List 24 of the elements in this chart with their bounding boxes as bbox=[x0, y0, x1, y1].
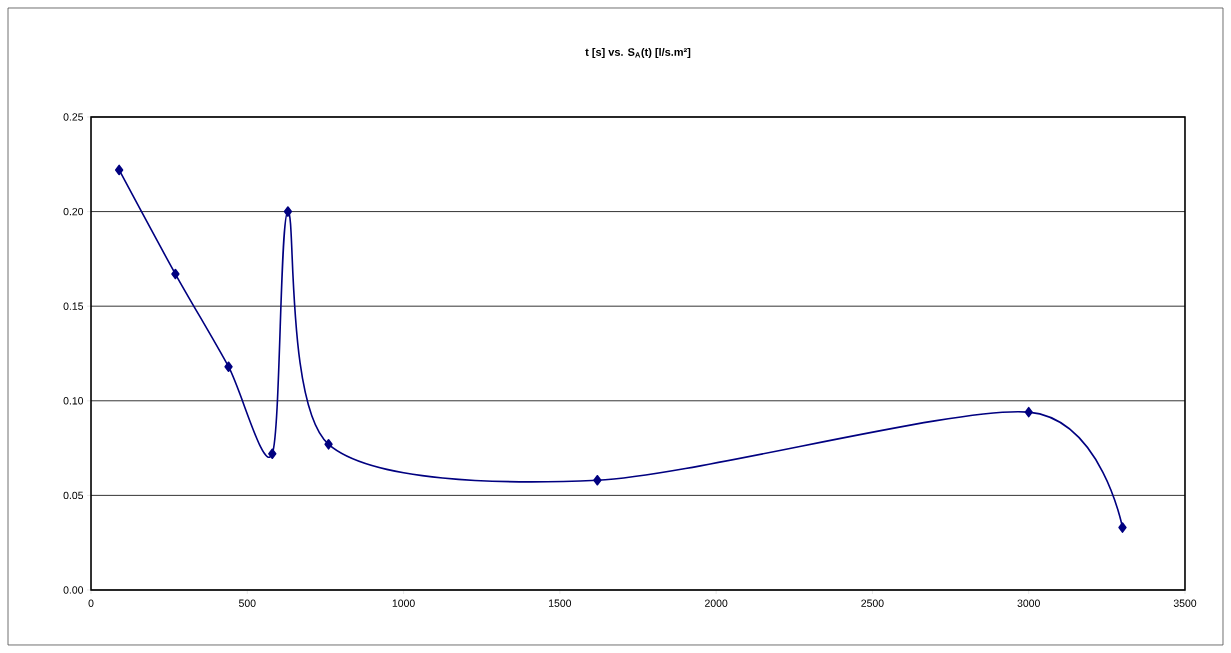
y-tick-label: 0.00 bbox=[63, 586, 84, 594]
point bbox=[324, 439, 333, 450]
y-tick-label: 0.25 bbox=[63, 113, 84, 121]
point bbox=[114, 164, 124, 176]
x-tick-label: 1000 bbox=[392, 599, 415, 607]
y-tick-label: 0.05 bbox=[63, 491, 84, 500]
y-tick-label: 0.10 bbox=[63, 397, 84, 405]
point bbox=[283, 206, 293, 217]
chart-title: t [s] vs. S$_{A}$(t) [l/s.m²] bbox=[585, 47, 691, 59]
x-tick-label: 1500 bbox=[549, 599, 572, 607]
x-tick-label: 0 bbox=[88, 599, 94, 607]
y-tick-label: 0.20 bbox=[63, 207, 84, 216]
x-tick-label: 500 bbox=[238, 599, 256, 607]
x-tick-label: 2000 bbox=[705, 599, 728, 607]
x-tick-label: 2500 bbox=[861, 599, 884, 607]
y-tick-label: 0.15 bbox=[63, 302, 84, 310]
point bbox=[224, 361, 233, 373]
point bbox=[268, 448, 277, 460]
point bbox=[593, 474, 602, 486]
x-tick-label: 3500 bbox=[1173, 599, 1197, 607]
x-tick-label: 3000 bbox=[1017, 599, 1040, 607]
point bbox=[1024, 406, 1033, 418]
point bbox=[1118, 522, 1127, 533]
point bbox=[171, 268, 180, 280]
